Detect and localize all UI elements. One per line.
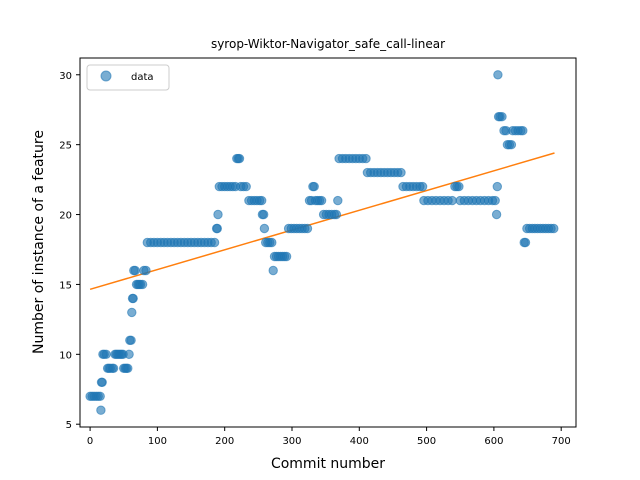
y-tick-label: 25 (59, 141, 72, 152)
data-point (108, 363, 119, 373)
legend-label: data (131, 72, 154, 83)
y-tick-label: 5 (66, 420, 72, 431)
data-point (213, 209, 223, 220)
data-point (316, 195, 327, 206)
data-point (417, 181, 428, 192)
fit-layer (89, 152, 555, 291)
points-layer (85, 70, 559, 415)
data-point (212, 223, 223, 234)
legend-box (86, 64, 170, 91)
x-tick-label: 600 (484, 436, 503, 447)
data-point (141, 265, 151, 276)
data-point (123, 363, 133, 373)
fit-line (89, 152, 555, 291)
chart-title: syrop-Wiktor-Navigator_safe_call-linear (211, 37, 445, 51)
data-point (549, 223, 559, 234)
data-point (492, 181, 502, 192)
data-point (447, 195, 457, 206)
x-axis: 0 100 200 300 400 500 600 700 (87, 427, 571, 447)
x-axis-label: Commit number (271, 456, 385, 472)
data-point (309, 181, 319, 192)
data-point (518, 126, 528, 136)
x-tick-label: 500 (417, 436, 436, 447)
data-point (124, 349, 134, 359)
x-tick-label: 300 (282, 436, 301, 447)
data-point (333, 195, 343, 206)
data-point (234, 153, 245, 164)
data-point (497, 112, 507, 122)
x-tick-label: 0 (87, 436, 93, 447)
y-axis-label: Number of instance of a feature (31, 130, 47, 354)
data-point (281, 251, 292, 262)
data-point (209, 237, 220, 248)
x-tick-label: 400 (350, 436, 369, 447)
data-point (259, 223, 270, 234)
data-point (331, 209, 342, 220)
y-tick-label: 10 (59, 350, 72, 361)
plot-frame (79, 57, 577, 428)
y-axis: 5 10 15 20 25 30 (59, 71, 80, 431)
data-point (267, 237, 277, 248)
data-point (259, 209, 269, 220)
data-point (302, 223, 313, 234)
x-tick-label: 100 (148, 436, 167, 447)
y-tick-label: 30 (59, 71, 72, 82)
data-point (268, 265, 278, 276)
data-point (454, 181, 464, 192)
data-point (127, 307, 137, 318)
data-point (96, 405, 106, 415)
x-tick-label: 200 (215, 436, 234, 447)
data-point (241, 181, 251, 192)
data-point (520, 237, 531, 248)
y-tick-label: 20 (59, 211, 72, 222)
data-point (137, 279, 148, 290)
x-tick-label: 700 (552, 436, 571, 447)
data-point (506, 140, 517, 150)
data-point (95, 391, 105, 401)
data-point (257, 195, 267, 206)
data-point (491, 209, 502, 220)
data-point (101, 349, 111, 359)
legend-marker (100, 70, 112, 82)
y-tick-label: 15 (59, 280, 72, 291)
data-point (493, 70, 503, 80)
legend: data (86, 64, 170, 91)
data-point (361, 153, 371, 164)
data-point (490, 195, 500, 206)
data-point (126, 335, 136, 345)
data-point (130, 265, 140, 276)
data-point (128, 293, 138, 304)
data-point (396, 167, 406, 178)
data-point (97, 377, 107, 387)
